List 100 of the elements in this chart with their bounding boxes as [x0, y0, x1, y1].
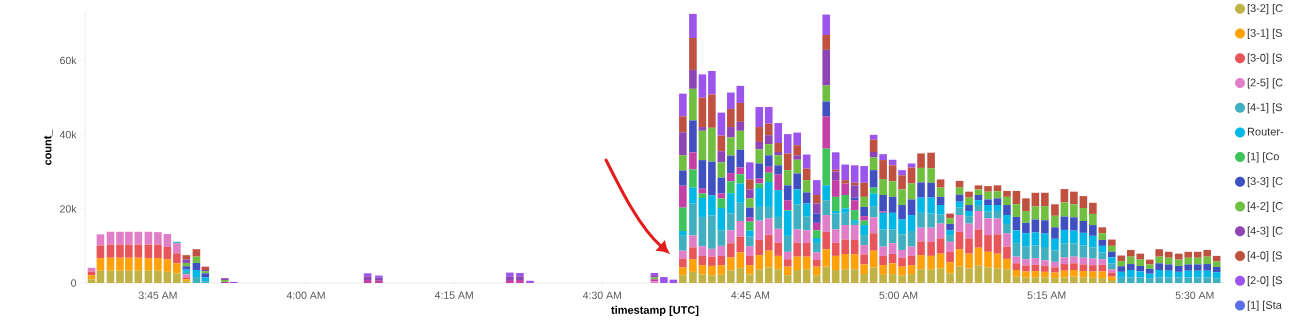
bar: [888, 181, 897, 197]
bar: [850, 269, 859, 283]
x-tick-label: 5:30 AM: [1175, 291, 1214, 299]
bar: [755, 163, 764, 179]
bar: [860, 220, 868, 226]
bar: [1079, 264, 1088, 272]
bar: [526, 280, 534, 283]
bar: [936, 253, 945, 269]
bar: [898, 249, 906, 258]
bar: [660, 277, 668, 283]
bar: [907, 199, 916, 216]
bar: [1108, 263, 1116, 270]
bar: [1070, 217, 1078, 231]
bar: [679, 207, 687, 232]
bar: [736, 85, 745, 103]
bar: [689, 235, 697, 248]
bar: [965, 223, 973, 239]
bar: [736, 183, 745, 203]
bar: [727, 230, 735, 244]
bar: [907, 274, 916, 283]
bar: [774, 151, 783, 156]
bar: [850, 210, 859, 221]
y-tick-label: 20k: [60, 204, 77, 213]
bar: [1041, 260, 1049, 266]
bar: [679, 116, 687, 133]
bar: [717, 274, 726, 283]
bar: [984, 251, 992, 268]
bar: [1098, 278, 1107, 283]
bar: [831, 171, 840, 181]
bar: [201, 277, 210, 282]
bar: [154, 258, 162, 271]
bar: [965, 253, 973, 269]
x-tick-label: 3:45 AM: [138, 291, 177, 299]
bar: [516, 272, 524, 277]
bar: [727, 181, 735, 194]
bar: [955, 201, 964, 208]
bar: [736, 202, 745, 221]
bar: [708, 256, 716, 266]
bar: [708, 248, 716, 257]
bar: [1003, 246, 1011, 259]
bar: [1022, 222, 1030, 234]
bar: [793, 204, 801, 230]
bar: [974, 189, 983, 196]
bar: [192, 249, 201, 257]
bar: [1212, 278, 1221, 283]
bar: [802, 154, 811, 169]
bar: [764, 166, 773, 173]
bar: [698, 127, 707, 131]
bar: [917, 255, 925, 270]
bar: [1117, 266, 1126, 272]
bar: [192, 269, 201, 278]
bar: [679, 275, 687, 283]
bar: [1117, 271, 1126, 278]
bar: [860, 225, 868, 236]
bar: [802, 269, 811, 283]
bar: [888, 263, 897, 275]
legend-label: [4-1] [S: [1247, 103, 1282, 114]
bar: [679, 170, 687, 186]
bar: [1098, 239, 1107, 246]
bar: [955, 249, 964, 267]
bar: [860, 274, 868, 283]
bar: [793, 229, 801, 243]
bar: [746, 236, 754, 247]
bar: [689, 13, 697, 38]
bar: [1155, 256, 1164, 264]
bar: [736, 149, 745, 168]
bar: [974, 205, 983, 211]
bar: [1041, 265, 1049, 272]
bar: [679, 185, 687, 208]
bar: [917, 182, 925, 198]
bar: [860, 196, 868, 207]
bar: [1051, 272, 1059, 279]
bar: [717, 230, 726, 246]
bar: [812, 238, 821, 243]
bar: [955, 266, 964, 283]
bar: [173, 253, 181, 264]
bar: [936, 214, 945, 224]
bar: [783, 200, 792, 211]
bar: [907, 215, 916, 232]
bar: [192, 262, 201, 270]
bar: [822, 101, 831, 117]
bar: [927, 269, 935, 283]
bar: [946, 251, 954, 263]
bar: [698, 197, 707, 217]
bar: [173, 243, 181, 254]
bar: [144, 231, 153, 245]
bar: [1098, 233, 1107, 240]
bar: [1041, 233, 1049, 247]
bar: [708, 161, 716, 196]
bar: [1070, 243, 1078, 257]
bar: [888, 196, 897, 213]
bar: [993, 218, 1002, 235]
bar: [917, 241, 925, 256]
bar: [506, 280, 514, 283]
x-tick-label: 5:00 AM: [879, 291, 918, 299]
bar: [1070, 263, 1078, 270]
bar: [1070, 269, 1078, 277]
bar: [802, 216, 811, 231]
bar: [727, 108, 735, 128]
bar: [1089, 271, 1097, 278]
